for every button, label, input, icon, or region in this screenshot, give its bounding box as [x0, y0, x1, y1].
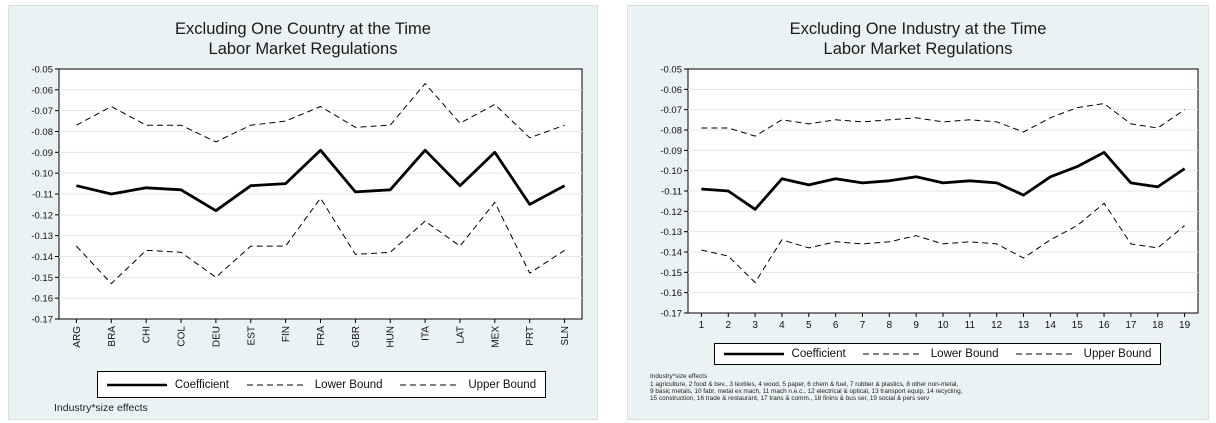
plot-area-industry: -0.05 -0.06 -0.07 -0.08 -0.09 -0.10 -0.11 -0.12…	[660, 65, 1199, 331]
x-tick-label: 16	[1098, 320, 1110, 331]
y-tick-label: -0.15	[31, 273, 53, 284]
series-line-coefficient	[701, 150, 1186, 211]
x-tick-label: FIN	[281, 326, 292, 342]
x-tick-label: BRA	[107, 326, 118, 347]
legend-item-coefficient: Coefficient	[106, 378, 230, 391]
legend-label: Upper Bound	[1083, 348, 1152, 360]
chart-subtitle: Labor Market Regulations	[823, 40, 1013, 58]
y-tick-label: -0.08	[31, 127, 53, 138]
plot-area-country: -0.05 -0.06 -0.07 -0.08 -0.09 -0.10 -0.11 -0.12…	[31, 65, 583, 348]
y-tick-label: -0.11	[661, 187, 682, 198]
x-tick-label: 15	[1072, 320, 1084, 331]
legend-swatch-solid	[106, 383, 167, 386]
x-tick-label: FRA	[316, 326, 327, 346]
y-tick-label: -0.12	[660, 207, 682, 218]
legend-label: Coefficient	[791, 348, 846, 360]
y-tick-label: -0.12	[31, 210, 53, 221]
legend-label: Upper Bound	[468, 378, 537, 391]
x-tick-label: 8	[887, 320, 893, 331]
y-tick-label: -0.08	[660, 126, 682, 137]
legend-item-upper: Upper Bound	[400, 379, 536, 391]
x-tick-label: 11	[965, 320, 976, 331]
x-tick-label: LAT	[455, 326, 466, 344]
legend-swatch-solid	[723, 352, 784, 356]
y-tick-label: -0.10	[660, 166, 682, 177]
x-tick-label: SLN	[560, 326, 571, 345]
legend: Coefficient Lower Bound Upper Bound	[97, 371, 546, 398]
legend-item-coefficient: Coefficient	[723, 348, 846, 360]
y-tick-label: -0.05	[31, 65, 53, 76]
y-tick-label: -0.14	[31, 252, 53, 263]
x-tick-label: CHI	[142, 326, 153, 343]
x-tick-label: 10	[937, 320, 949, 331]
x-tick-label: 5	[806, 320, 812, 331]
y-tick-label: -0.16	[31, 294, 53, 305]
series-line-lower-bound	[701, 202, 1185, 283]
x-tick-label: 1	[699, 320, 705, 331]
x-tick-label: 3	[752, 320, 758, 331]
chart-title: Excluding One Industry at the Time	[789, 20, 1047, 38]
x-tick-label: ARG	[72, 326, 83, 348]
legend-label: Lower Bound	[314, 378, 383, 391]
x-tick-label: 19	[1179, 320, 1191, 331]
y-tick-label: -0.17	[31, 315, 53, 326]
x-tick-label: MEX	[490, 326, 501, 348]
legend-item-lower: Lower Bound	[246, 378, 383, 391]
chart-note: Industry*size effects	[54, 402, 148, 414]
x-tick-label: 7	[860, 320, 866, 331]
chart-panel-country: Excluding One Country at the Time Labor …	[8, 5, 598, 420]
legend-item-lower: Lower Bound	[862, 348, 999, 360]
series-line-upper-bound	[76, 83, 565, 143]
x-tick-label: HUN	[386, 326, 397, 348]
legend-swatch-dashed	[246, 384, 307, 385]
chart-note-line: 1 agriculture, 2 food & bev., 3 textiles…	[650, 381, 959, 388]
y-tick-label: -0.10	[31, 169, 53, 180]
x-tick-label: COL	[177, 326, 188, 347]
series-line-coefficient	[76, 148, 566, 213]
chart-note-line: 15 construction, 16 trade & restaurant, …	[650, 395, 930, 402]
chart-panel-industry: Excluding One Industry at the Time Labor…	[627, 5, 1209, 420]
x-tick-label: 18	[1152, 320, 1164, 331]
chart-subtitle: Labor Market Regulations	[208, 40, 398, 58]
x-tick-label: 13	[1018, 320, 1030, 331]
y-tick-label: -0.17	[660, 309, 682, 320]
legend-swatch-dashed	[400, 384, 461, 385]
y-tick-label: -0.05	[660, 65, 682, 76]
legend-swatch-dashed	[1015, 353, 1076, 355]
legend-label: Coefficient	[174, 378, 230, 391]
y-tick-label: -0.13	[31, 231, 53, 242]
x-tick-label: 14	[1045, 320, 1057, 331]
y-tick-label: -0.13	[660, 227, 682, 238]
legend-swatch-dashed	[862, 353, 923, 355]
series-line-lower-bound	[76, 197, 565, 285]
x-tick-label: PRT	[525, 326, 536, 346]
x-tick-label: 6	[833, 320, 839, 331]
y-tick-label: -0.09	[660, 146, 682, 157]
x-tick-label: 17	[1125, 320, 1137, 331]
y-tick-label: -0.07	[660, 105, 682, 116]
y-tick-label: -0.15	[660, 268, 682, 279]
chart-note-line: 9 basic metals, 10 fabr. metal ex mach, …	[650, 388, 963, 395]
legend-item-upper: Upper Bound	[1015, 348, 1152, 360]
x-tick-label: 4	[779, 320, 785, 331]
x-tick-label: ITA	[421, 326, 432, 341]
x-tick-label: 12	[991, 320, 1003, 331]
y-tick-label: -0.11	[32, 190, 53, 201]
y-tick-label: -0.06	[31, 85, 53, 96]
y-tick-label: -0.06	[660, 85, 682, 96]
x-tick-label: GBR	[351, 326, 362, 348]
y-tick-label: -0.14	[660, 248, 682, 259]
x-tick-label: 9	[913, 320, 919, 331]
y-tick-label: -0.07	[31, 106, 53, 117]
x-tick-label: 2	[725, 320, 731, 331]
legend-label: Lower Bound	[930, 348, 999, 360]
x-tick-label: EST	[246, 326, 257, 345]
legend: Coefficient Lower Bound Upper Bound	[714, 343, 1161, 365]
chart-title: Excluding One Country at the Time	[175, 20, 431, 38]
x-tick-label: DEU	[211, 326, 222, 347]
y-tick-label: -0.16	[660, 288, 682, 299]
y-tick-label: -0.09	[31, 148, 53, 159]
chart-note-title: Industry*size effects	[650, 373, 708, 380]
